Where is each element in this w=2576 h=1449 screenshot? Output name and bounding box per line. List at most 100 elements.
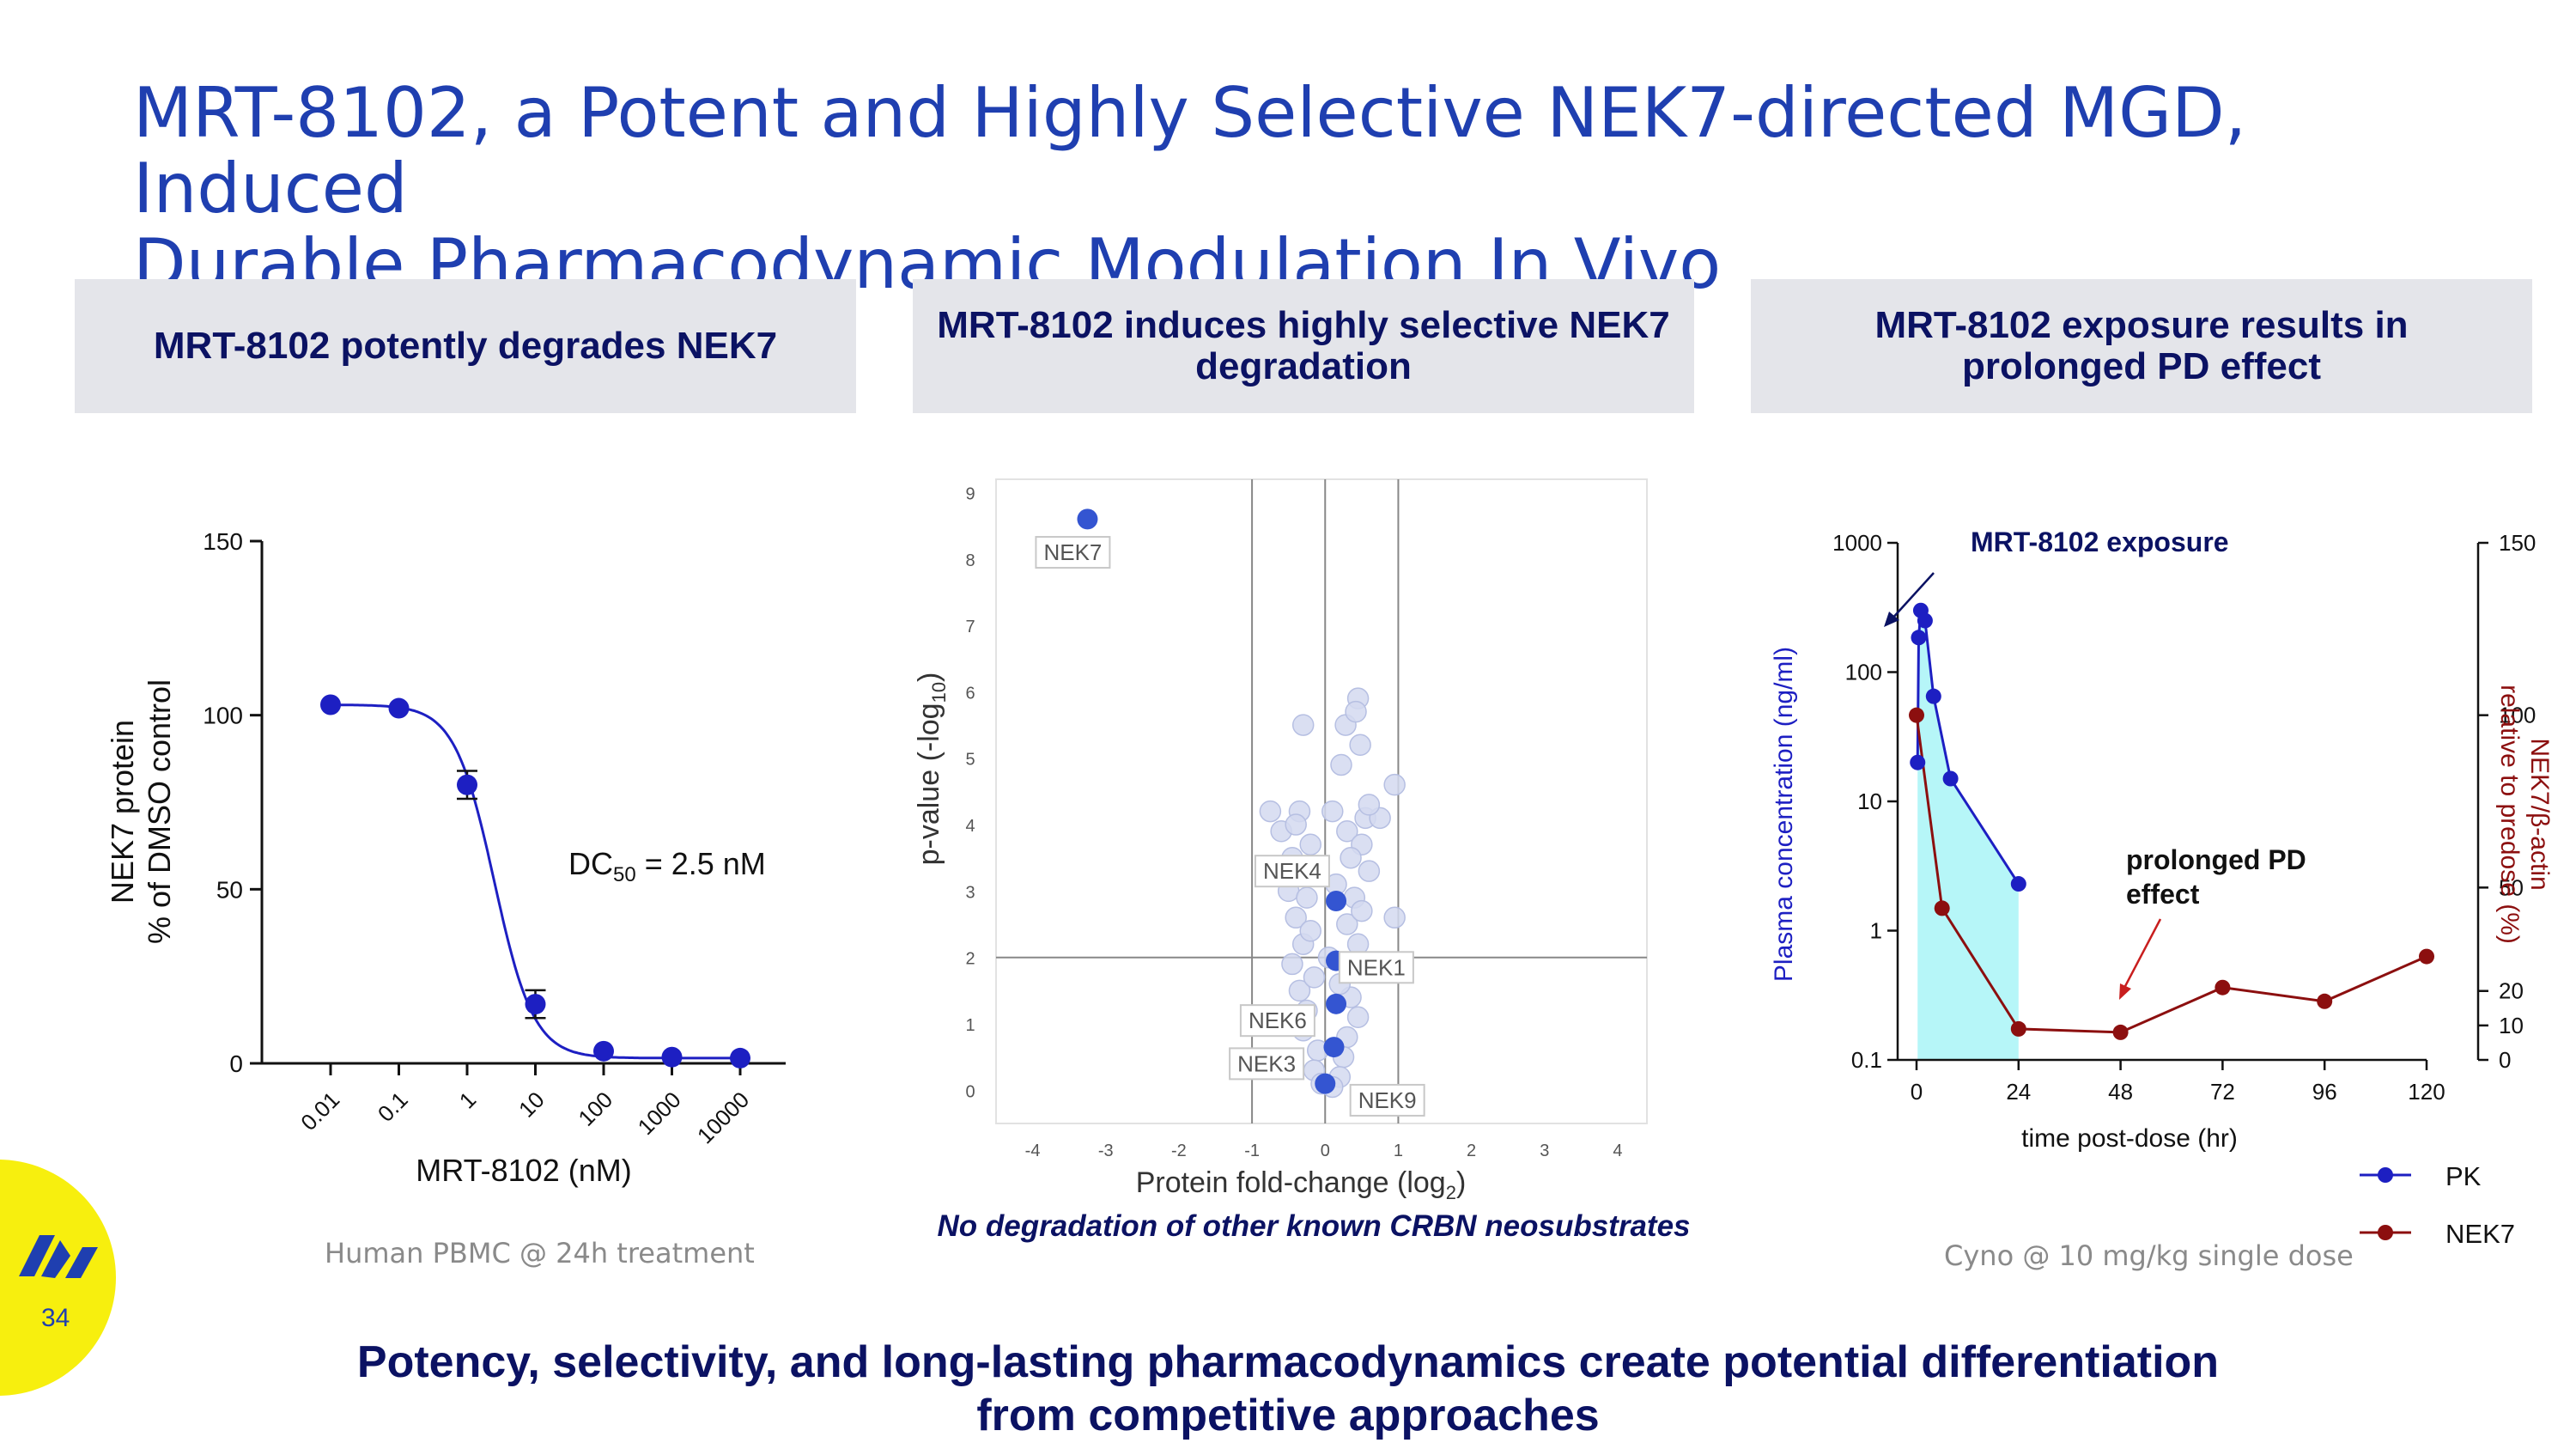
pk-marker-nek7	[2419, 948, 2434, 965]
volcano-x-tick-label: -2	[1171, 1142, 1187, 1160]
volcano-point-labels: NEK7 NEK4 NEK1 NEK6 NEK3 NEK9	[1035, 536, 1425, 1117]
dose-y-label-line-2: % of DMSO control	[142, 679, 177, 944]
volcano-label-nek1: NEK1	[1347, 954, 1406, 980]
dose-y-tick-label: 100	[203, 703, 243, 729]
right-footnote: Cyno @ 10 mg/kg single dose	[1944, 1239, 2354, 1272]
pk-x-tick-label: 0	[1911, 1079, 1923, 1105]
pk-left-y-label: Plasma concentration (ng/ml)	[1770, 647, 1798, 982]
pd-annotation-line-2: effect	[2126, 879, 2200, 910]
volcano-background-point	[1285, 906, 1307, 929]
volcano-frame	[995, 478, 1648, 1124]
pk-right-y-label-line-2: relative to predose (%)	[2495, 685, 2524, 944]
pk-marker-nek7	[2215, 979, 2231, 995]
volcano-x-label-main: Protein fold-change (log	[1136, 1166, 1446, 1199]
legend: PK NEK7	[2360, 1161, 2515, 1249]
dose-marks	[320, 694, 750, 1068]
volcano-background-point	[1336, 913, 1358, 935]
dose-x-tick-label: 10000	[692, 1087, 754, 1148]
pk-left-tick-label: 0.1	[1851, 1047, 1882, 1073]
right-panel-header: MRT-8102 exposure results in prolonged P…	[1751, 279, 2532, 413]
volcano-background-point	[1330, 753, 1352, 776]
pk-pd-chart: 0.1 1 10 100 1000 0 10 20 50 100 150 0 24 48 72 96 120 t…	[1770, 527, 2554, 1249]
volcano-x-tick-label: 3	[1540, 1142, 1549, 1160]
pk-left-tick-label: 1000	[1832, 530, 1882, 556]
pk-left-tick-label: 10	[1857, 788, 1882, 814]
pk-right-tick-label: 50	[2499, 874, 2524, 900]
left-panel-header-text: MRT-8102 potently degrades NEK7	[153, 325, 778, 367]
dc50-subscript: 50	[613, 863, 636, 886]
pk-marker-pk	[2010, 876, 2026, 892]
volcano-grid: 0 1 2 3 4 5 6 7 8 9 -4 -3 -2 -1 0 1 2 3 4	[965, 478, 1648, 1160]
volcano-background-point	[1259, 800, 1282, 823]
dose-x-tick-label: 10	[513, 1087, 550, 1123]
middle-panel-header-line-2: degradation	[1195, 345, 1412, 387]
volcano-background-point	[1383, 906, 1406, 929]
bottom-takeaway-line-2: from competitive approaches	[976, 1391, 1600, 1440]
dose-x-tick-label: 0.01	[295, 1087, 344, 1135]
volcano-x-tick-label: 4	[1613, 1142, 1622, 1160]
volcano-highlight-point-nek6	[1326, 993, 1347, 1014]
volcano-y-tick-label: 8	[965, 551, 975, 570]
volcano-x-tick-label: -3	[1098, 1142, 1114, 1160]
pk-marker-pk	[1911, 630, 1927, 646]
pk-left-tick-label: 100	[1845, 660, 1882, 685]
dose-x-label: MRT-8102 (nM)	[416, 1153, 631, 1188]
dc50-suffix: = 2.5 nM	[636, 846, 766, 881]
pk-right-tick-label: 150	[2499, 530, 2536, 556]
volcano-label-box	[1254, 855, 1330, 888]
pk-area-fill	[1917, 610, 2019, 1060]
left-panel-header: MRT-8102 potently degrades NEK7	[75, 279, 856, 413]
volcano-y-tick-label: 7	[965, 618, 975, 636]
volcano-y-tick-label: 5	[965, 751, 975, 770]
exposure-arrow-head	[1884, 612, 1899, 627]
volcano-background-point	[1285, 813, 1307, 836]
exposure-annotation: MRT-8102 exposure	[1971, 527, 2229, 557]
middle-footnote: No degradation of other known CRBN neosu…	[937, 1209, 1691, 1243]
volcano-y-tick-label: 6	[965, 684, 975, 703]
legend-nek7-marker	[2378, 1225, 2393, 1240]
volcano-label-box	[1239, 1004, 1315, 1038]
pk-marker-nek7	[2010, 1020, 2026, 1037]
slide-title-line-1: MRT-8102, a Potent and Highly Selective …	[133, 73, 2247, 228]
exposure-arrow-line	[1890, 572, 1935, 621]
legend-pk-label: PK	[2445, 1161, 2482, 1191]
pd-arrow-line	[2122, 918, 2162, 990]
pk-x-tick-label: 72	[2210, 1079, 2235, 1105]
volcano-background-point	[1303, 966, 1326, 989]
volcano-background-point	[1299, 920, 1321, 942]
volcano-highlight-point-nek3	[1323, 1037, 1345, 1058]
volcano-label-nek3: NEK3	[1237, 1050, 1296, 1076]
volcano-background-point	[1296, 886, 1318, 909]
bottom-takeaway: Potency, selectivity, and long-lasting p…	[258, 1336, 2318, 1442]
dose-data-point	[320, 694, 341, 715]
volcano-label-box	[1035, 536, 1111, 569]
volcano-background-point	[1351, 899, 1373, 922]
volcano-background-point	[1299, 833, 1321, 856]
dc50-prefix: DC	[568, 846, 613, 881]
volcano-x-label-end: )	[1456, 1166, 1466, 1199]
dose-y-tick-label: 50	[216, 876, 243, 903]
pk-right-tick-label: 10	[2499, 1013, 2524, 1038]
volcano-background-point	[1358, 794, 1381, 816]
volcano-y-tick-label: 4	[965, 817, 975, 836]
pk-x-tick-label: 48	[2108, 1079, 2133, 1105]
volcano-background-point	[1336, 820, 1358, 843]
volcano-y-label-sub: 10	[928, 682, 950, 703]
volcano-background-point	[1321, 800, 1344, 823]
volcano-label-nek7: NEK7	[1043, 539, 1102, 565]
dose-data-point	[525, 994, 546, 1015]
dc50-annotation: DC50 = 2.5 nM	[568, 846, 766, 886]
volcano-y-tick-label: 1	[965, 1016, 975, 1035]
pk-marker-nek7	[2317, 993, 2333, 1009]
monte-rosa-logo-icon	[19, 1235, 98, 1278]
pk-x-tick-label: 24	[2006, 1079, 2031, 1105]
volcano-background-point	[1346, 1006, 1370, 1029]
dose-x-tick-label: 1000	[633, 1087, 686, 1140]
legend-nek7-label: NEK7	[2445, 1219, 2515, 1249]
volcano-label-nek4: NEK4	[1263, 858, 1321, 884]
volcano-label-box	[1338, 951, 1414, 984]
volcano-background-point	[1291, 714, 1315, 736]
volcano-background-point	[1358, 860, 1381, 882]
dose-x-tick-label: 0.1	[373, 1087, 413, 1127]
volcano-y-label: p-value (-log10)	[913, 673, 950, 866]
